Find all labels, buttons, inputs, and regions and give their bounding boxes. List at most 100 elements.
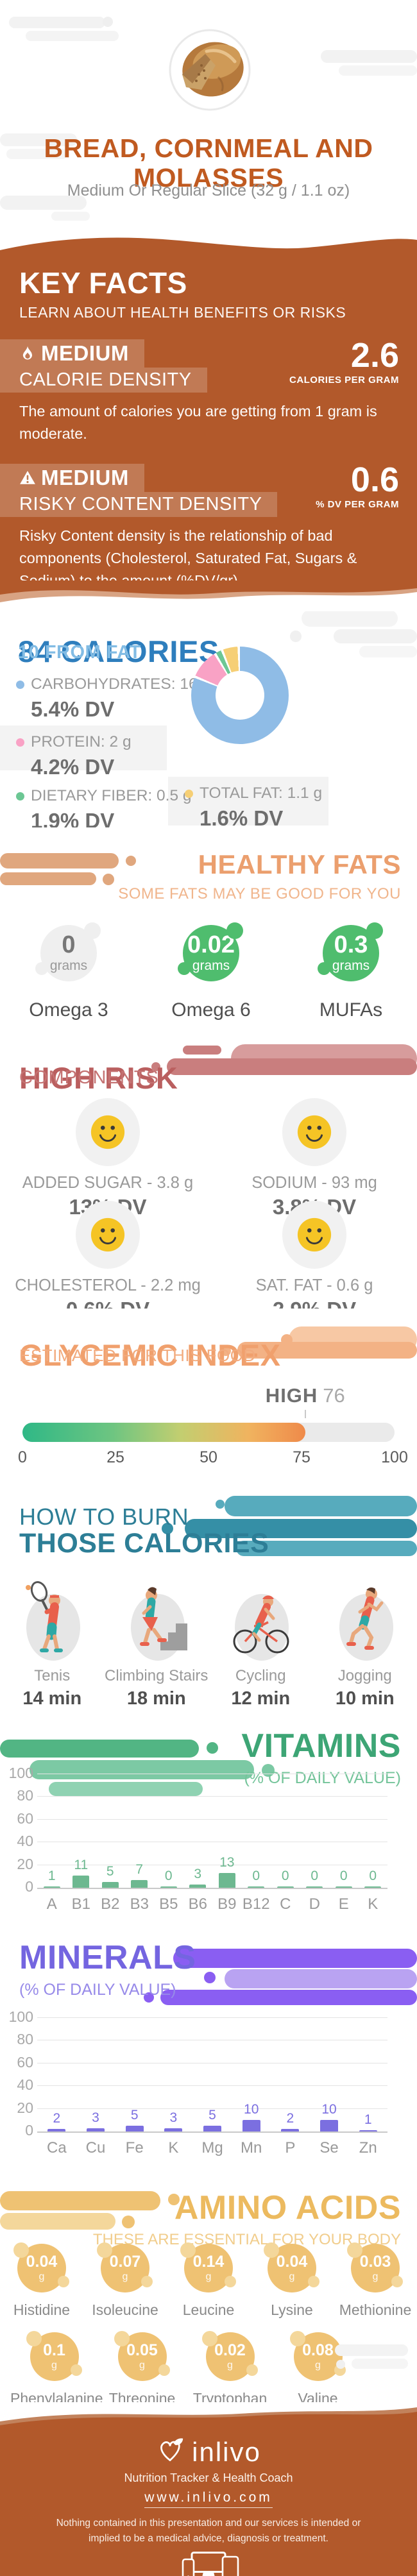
amino-threonine: 0.05 g Threonine	[98, 2331, 186, 2402]
amino-methionine: 0.03 g Methionine	[334, 2242, 417, 2319]
bar	[248, 1886, 265, 1888]
glycemic-index-gauge: HIGH 76 0 25 50 75 100	[18, 1384, 408, 1487]
bar-column: 5	[193, 2108, 232, 2131]
bar-value-label: 0	[281, 1868, 289, 1883]
key-facts-section: KEY FACTS LEARN ABOUT HEALTH BENEFITS OR…	[0, 257, 417, 580]
key-facts-title: KEY FACTS	[19, 266, 187, 300]
x-axis-label: D	[309, 1895, 320, 1913]
cycling-icon	[228, 1575, 293, 1665]
blob-decoration	[221, 1346, 231, 1356]
key-fact-calorie-density: MEDIUM CALORIE DENSITY 2.6 CALORIES PER …	[0, 338, 417, 446]
blob-decoration	[103, 874, 114, 885]
y-axis-label: 20	[17, 2099, 33, 2116]
high-risk-title: HIGH RISK	[19, 1061, 178, 1095]
amino-amount-blob: 0.08 g	[289, 2331, 346, 2381]
bar	[242, 2120, 260, 2131]
footer-section: inlivo Nutrition Tracker & Health Coach …	[0, 2431, 417, 2576]
x-axis-label: K	[368, 1895, 379, 1913]
x-axis-label: B6	[188, 1895, 207, 1913]
blob-decoration	[0, 872, 96, 885]
blob-decoration	[339, 65, 417, 76]
smiley-face-icon	[282, 1098, 346, 1166]
gi-scale-tick: 50	[200, 1448, 217, 1466]
bar	[87, 2128, 105, 2131]
x-axis-label: Mg	[201, 2139, 223, 2157]
bar-column: 3	[154, 2110, 193, 2131]
macronutrient-donut-chart	[191, 647, 289, 744]
bar-value-label: 0	[164, 1868, 173, 1883]
gi-scale-tick: 100	[381, 1448, 408, 1466]
bar-column: 0	[359, 1868, 388, 1888]
minerals-bar-chart: 0 20 40 60 80 100 2 3 5 3 5 10 2 10 1	[9, 2008, 387, 2139]
y-axis-label: 40	[17, 1833, 33, 1850]
blob-decoration	[359, 646, 417, 657]
blob-decoration	[225, 1496, 417, 1516]
amino-amount-blob: 0.03 g	[347, 2242, 403, 2292]
climbing-stairs-icon	[124, 1575, 189, 1665]
healthy-fat-omega3: 0 grams Omega 3	[27, 922, 110, 1021]
wave-divider	[0, 237, 417, 257]
x-axis-label: Fe	[125, 2139, 144, 2157]
y-axis-label: 0	[25, 1878, 33, 1895]
key-facts-subtitle: LEARN ABOUT HEALTH BENEFITS OR RISKS	[19, 304, 346, 321]
legend-dot	[16, 738, 24, 747]
gi-track	[22, 1423, 395, 1442]
y-axis-label: 100	[8, 1765, 33, 1781]
bar-column: 13	[212, 1855, 242, 1888]
blob-decoration	[173, 1949, 417, 1968]
high-risk-section: HIGH RISK COMPONENTS ADDED SUGAR - 3.8 g…	[0, 1039, 417, 1309]
risk-item-sat-fat: SAT. FAT - 0.6 g 2.9% DV	[212, 1201, 417, 1309]
website-link[interactable]: www.inlivo.com	[144, 2490, 273, 2508]
bar-column: 0	[242, 1868, 271, 1888]
x-axis-label: A	[46, 1895, 57, 1913]
bar	[131, 1879, 148, 1888]
bar	[189, 1884, 207, 1888]
flame-icon	[19, 345, 36, 362]
blob-decoration	[336, 2360, 345, 2369]
amino-leucine: 0.14 g Leucine	[167, 2242, 250, 2319]
x-axis-label: Ca	[46, 2139, 67, 2157]
amino-amount-blob: 0.07 g	[97, 2242, 153, 2292]
y-axis-label: 80	[17, 1787, 33, 1804]
smiley-face-icon	[282, 1201, 346, 1269]
desktop-tablet-phone-icon	[0, 2552, 417, 2576]
amino-histidine: 0.04 g Histidine	[0, 2242, 83, 2319]
bar	[335, 1886, 352, 1888]
bar-value-label: 10	[321, 2102, 337, 2117]
blob-decoration	[126, 856, 136, 866]
y-axis-label: 60	[17, 2053, 33, 2071]
blob-decoration	[168, 2194, 180, 2205]
glycemic-index-subtitle: ESTIMATED FOR THIS FOOD	[19, 1346, 256, 1365]
legend-dot	[16, 680, 24, 689]
calories-from-fat: 10 FROM FAT	[18, 642, 141, 663]
key-fact-risky-content-density: MEDIUM RISKY CONTENT DENSITY 0.6 % DV PE…	[0, 462, 417, 580]
bar	[164, 2128, 183, 2131]
gi-level-label: HIGH 76	[265, 1384, 345, 1407]
blob-decoration	[51, 212, 90, 221]
burn-title-line2: THOSE CALORIES	[19, 1528, 269, 1559]
glycemic-index-title: GLYCEMIC INDEX	[19, 1338, 281, 1372]
bar-value-label: 0	[252, 1868, 260, 1883]
header-section: BREAD, CORNMEAL AND MOLASSES Medium Or Re…	[0, 0, 417, 228]
amino-amount-blob: 0.04 g	[13, 2242, 69, 2292]
x-axis-label: B9	[217, 1895, 237, 1913]
x-axis-label: Mn	[241, 2139, 262, 2157]
bar	[203, 2126, 222, 2131]
bar	[359, 2130, 377, 2131]
brand-name: inlivo	[192, 2436, 261, 2467]
x-axis-label: B1	[71, 1895, 90, 1913]
vitamins-subtitle: (% OF DAILY VALUE)	[244, 1769, 401, 1787]
bar	[364, 1886, 382, 1888]
bar	[72, 1875, 90, 1888]
blob-decoration	[167, 1058, 417, 1075]
bar-value-label: 3	[92, 2110, 99, 2125]
key-fact-level: MEDIUM	[41, 465, 129, 489]
blob-decoration	[30, 1760, 254, 1779]
bread-photo	[168, 28, 251, 112]
bar-value-label: 10	[244, 2102, 259, 2117]
vitamins-title: VITAMINS	[241, 1732, 401, 1765]
bar-column: 5	[115, 2108, 154, 2131]
smiley-face-icon	[76, 1098, 140, 1166]
x-axis-label: Cu	[85, 2139, 106, 2157]
bar-column: 2	[271, 2111, 310, 2131]
